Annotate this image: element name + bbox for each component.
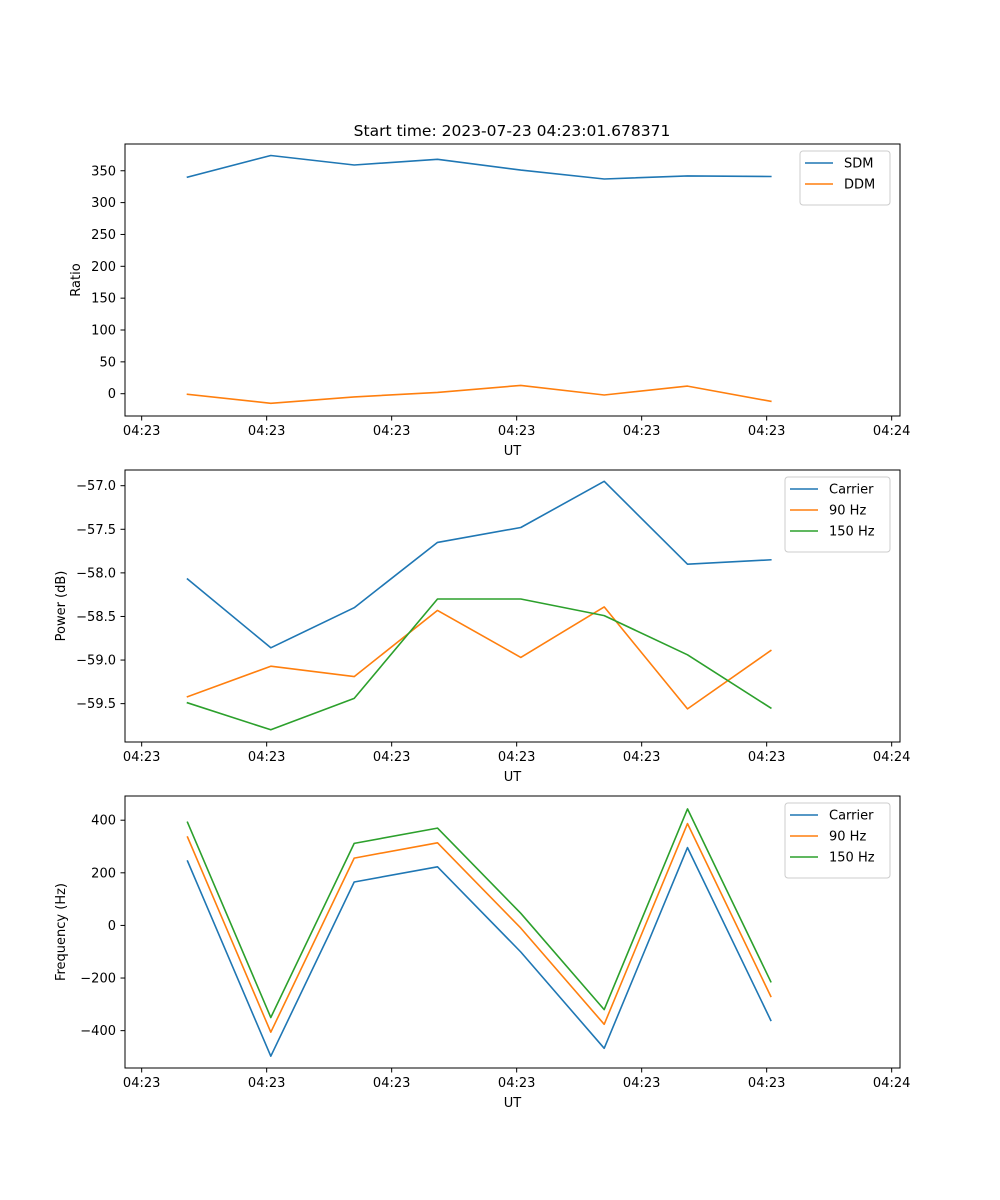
series-line-150-hz [186, 598, 772, 731]
y-tick-label: −57.5 [76, 523, 116, 538]
x-tick-label: 04:23 [498, 424, 535, 439]
x-tick-label: 04:23 [623, 424, 660, 439]
y-tick-label: 300 [91, 196, 116, 211]
x-tick-label: 04:23 [123, 750, 160, 765]
y-tick-label: 200 [91, 866, 116, 881]
x-tick-label: 04:23 [373, 424, 410, 439]
y-axis-label: Frequency (Hz) [54, 883, 69, 981]
x-tick-label: 04:24 [873, 424, 910, 439]
y-tick-label: 250 [91, 228, 116, 243]
y-tick-label: 350 [91, 164, 116, 179]
panels: 04:23 04:23 04:23 04:23 04:23 04:23 04:24 0 50 10… [54, 143, 910, 1111]
legend-label: 150 Hz [829, 851, 875, 866]
x-tick-label: 04:23 [748, 750, 785, 765]
x-tick-label: 04:23 [373, 1076, 410, 1091]
x-tick-label: 04:24 [873, 1076, 910, 1091]
series-line-sdm [186, 154, 772, 180]
legend-label: Carrier [829, 809, 874, 824]
legend: Carrier 90 Hz 150 Hz [784, 802, 891, 879]
x-tick-label: 04:24 [873, 750, 910, 765]
y-tick-label: −59.5 [76, 697, 116, 712]
legend-label: 150 Hz [829, 525, 875, 540]
chart-panel-3: 04:23 04:23 04:23 04:23 04:23 04:23 04:24 −400 −… [54, 795, 910, 1111]
y-tick-label: 150 [91, 292, 116, 307]
y-axis-label: Power (dB) [54, 571, 69, 642]
y-tick-label: 50 [99, 355, 116, 370]
x-axis-label: UT [504, 1096, 522, 1111]
x-tick-label: 04:23 [123, 1076, 160, 1091]
legend-box [784, 476, 891, 553]
x-tick-label: 04:23 [623, 750, 660, 765]
y-tick-label: 400 [91, 814, 116, 829]
x-tick-label: 04:23 [248, 1076, 285, 1091]
legend-label: SDM [844, 157, 873, 172]
series-line-carrier [186, 480, 772, 649]
x-tick-label: 04:23 [623, 1076, 660, 1091]
legend-box [799, 150, 891, 206]
y-tick-label: 200 [91, 260, 116, 275]
y-axis-label: Ratio [69, 263, 84, 296]
x-axis-label: UT [504, 444, 522, 459]
series-line-carrier [186, 846, 772, 1057]
x-tick-label: 04:23 [498, 750, 535, 765]
legend-label: DDM [844, 178, 875, 193]
chart-panel-2: 04:23 04:23 04:23 04:23 04:23 04:23 04:24 −59.5… [54, 469, 910, 785]
y-tick-label: 0 [108, 387, 116, 402]
axes-frame [124, 795, 901, 1069]
chart-panel-1: 04:23 04:23 04:23 04:23 04:23 04:23 04:24 0 50 10… [69, 143, 910, 459]
x-axis-label: UT [504, 770, 522, 785]
legend-label: 90 Hz [829, 504, 866, 519]
x-tick-label: 04:23 [748, 424, 785, 439]
legend-label: 90 Hz [829, 830, 866, 845]
y-tick-label: 0 [108, 919, 116, 934]
series-line-ddm [186, 384, 772, 405]
x-tick-label: 04:23 [123, 424, 160, 439]
series-line-150-hz [186, 808, 772, 1019]
series-line-90-hz [186, 822, 772, 1033]
x-tick-label: 04:23 [248, 424, 285, 439]
y-tick-label: −59.0 [76, 654, 116, 669]
x-tick-label: 04:23 [748, 1076, 785, 1091]
y-tick-label: −58.0 [76, 566, 116, 581]
axes-frame [124, 469, 901, 743]
legend-box [784, 802, 891, 879]
y-tick-label: −200 [80, 972, 116, 987]
x-tick-label: 04:23 [373, 750, 410, 765]
y-tick-label: −57.0 [76, 479, 116, 494]
y-tick-label: −400 [80, 1024, 116, 1039]
y-tick-label: 100 [91, 324, 116, 339]
x-tick-label: 04:23 [498, 1076, 535, 1091]
figure-title: Start time: 2023-07-23 04:23:01.678371 [354, 122, 671, 140]
legend: Carrier 90 Hz 150 Hz [784, 476, 891, 553]
y-tick-label: −58.5 [76, 610, 116, 625]
axes-frame [124, 143, 901, 417]
series-line-90-hz [186, 606, 772, 710]
x-tick-label: 04:23 [248, 750, 285, 765]
legend-label: Carrier [829, 483, 874, 498]
legend: SDM DDM [799, 150, 891, 206]
